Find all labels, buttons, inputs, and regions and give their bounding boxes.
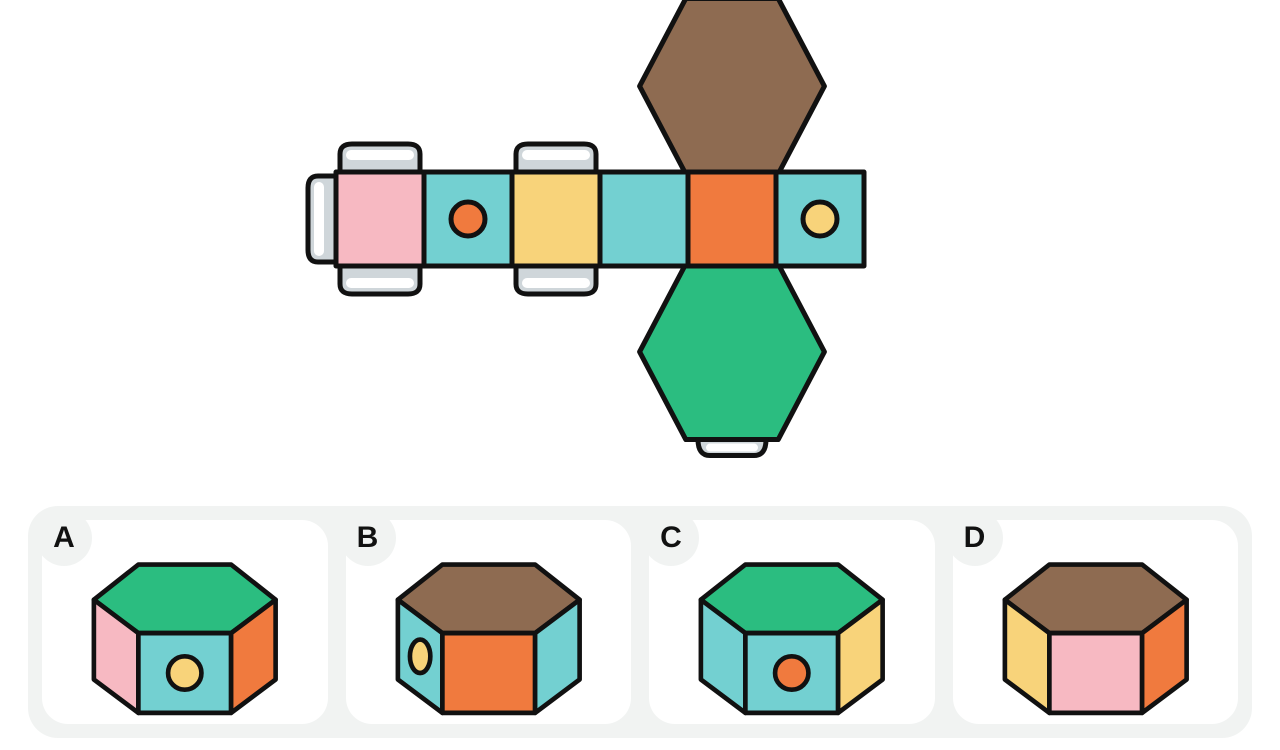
answer-label: A xyxy=(36,510,92,566)
net-diagram xyxy=(0,0,1280,500)
puzzle-stage: A B C D xyxy=(0,0,1280,750)
answers-panel: A B C D xyxy=(28,506,1252,738)
answer-option-c[interactable]: C xyxy=(649,520,935,724)
answer-option-a[interactable]: A xyxy=(42,520,328,724)
answer-label: C xyxy=(643,510,699,566)
answer-option-b[interactable]: B xyxy=(346,520,632,724)
answer-label: B xyxy=(340,510,396,566)
answer-label: D xyxy=(947,510,1003,566)
answer-option-d[interactable]: D xyxy=(953,520,1239,724)
